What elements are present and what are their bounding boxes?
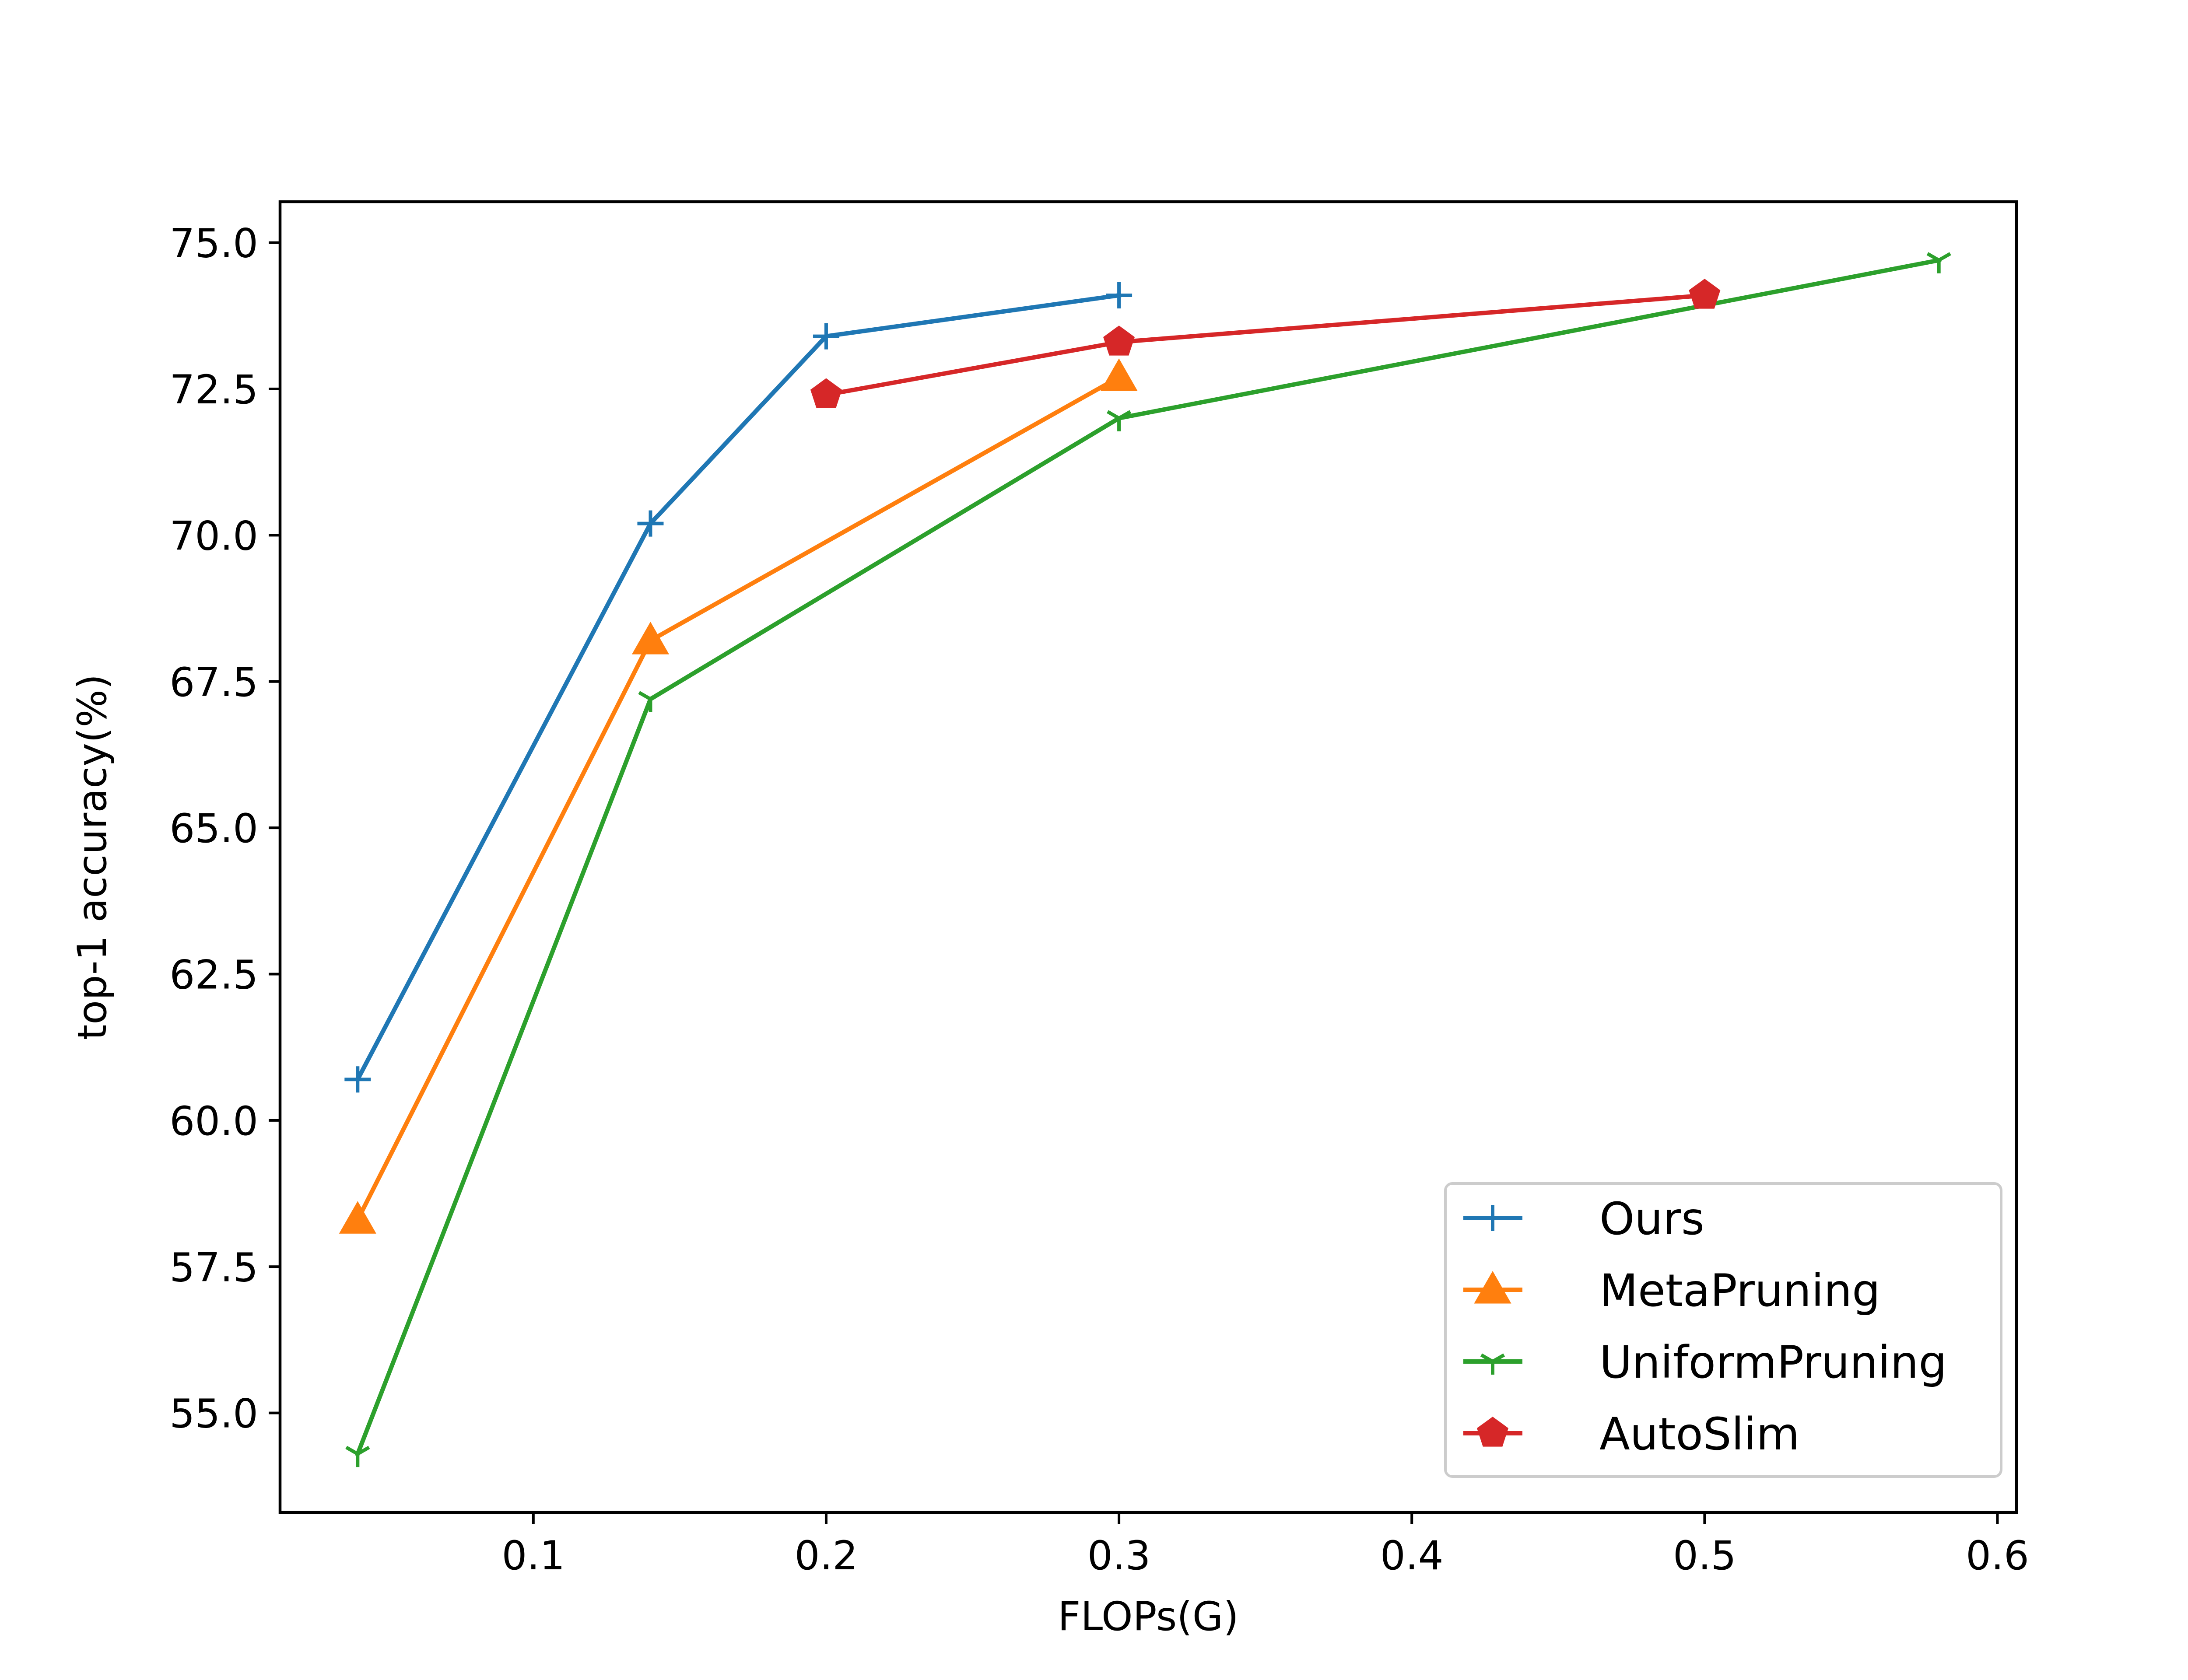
legend-item-metapruning: MetaPruning <box>1463 1265 1880 1317</box>
data-point <box>638 691 663 712</box>
y-tick-label: 67.5 <box>169 660 258 706</box>
legend-label: Ours <box>1599 1193 1704 1245</box>
x-tick-label: 0.1 <box>501 1533 565 1579</box>
data-point <box>813 323 839 350</box>
series-ours <box>344 282 1133 1093</box>
data-point <box>344 1066 371 1093</box>
legend-label: MetaPruning <box>1599 1265 1880 1317</box>
legend-marker <box>1480 1353 1505 1375</box>
x-axis-label: FLOPs(G) <box>1058 1594 1239 1640</box>
series-uniformpruning <box>345 252 1951 1467</box>
legend-marker <box>1477 1417 1508 1447</box>
legend-marker <box>1474 1270 1511 1304</box>
data-point <box>637 510 664 537</box>
data-point <box>1106 410 1132 431</box>
data-point <box>345 1446 370 1467</box>
y-tick-label: 60.0 <box>169 1099 258 1144</box>
legend-item-uniformpruning: UniformPruning <box>1463 1337 1947 1389</box>
y-tick-label: 55.0 <box>169 1391 258 1437</box>
data-point <box>1106 282 1133 308</box>
legend-box <box>1444 1182 2002 1478</box>
series-layer <box>339 252 1951 1467</box>
x-tick-label: 0.2 <box>795 1533 858 1579</box>
series-autoslim <box>810 279 1721 408</box>
y-tick-label: 57.5 <box>169 1245 258 1291</box>
data-point <box>810 378 842 408</box>
x-tick-label: 0.5 <box>1673 1533 1736 1579</box>
x-tick-label: 0.6 <box>1966 1533 2029 1579</box>
data-point <box>1100 358 1138 391</box>
legend-item-ours: Ours <box>1463 1193 1704 1245</box>
data-point <box>1689 279 1721 309</box>
data-point <box>1103 326 1135 356</box>
data-point <box>631 622 670 654</box>
series-line <box>354 293 1122 1082</box>
x-tick-label: 0.3 <box>1087 1533 1151 1579</box>
data-point <box>339 1201 376 1234</box>
legend-label: UniformPruning <box>1599 1337 1947 1389</box>
plot-frame <box>278 200 2018 1514</box>
y-tick-label: 62.5 <box>169 952 258 998</box>
y-axis-label: top-1 accuracy(%) <box>70 674 116 1040</box>
y-tick-label: 65.0 <box>169 806 258 852</box>
legend: Ours MetaPruning UniformPruning AutoSlim <box>1444 1182 2002 1478</box>
legend-item-autoslim: AutoSlim <box>1463 1408 1800 1460</box>
series-metapruning <box>339 358 1138 1234</box>
series-line <box>354 257 1942 1457</box>
legend-label: AutoSlim <box>1599 1408 1800 1460</box>
y-tick-label: 70.0 <box>169 513 258 559</box>
y-axis: 55.0 57.5 60.0 62.5 65.0 67.5 70.0 72.5 75.0 <box>169 221 280 1437</box>
y-tick-label: 75.0 <box>169 221 258 267</box>
x-axis: 0.1 0.2 0.3 0.4 0.5 0.6 <box>501 1512 2029 1579</box>
data-point <box>1926 252 1951 273</box>
legend-marker <box>1480 1205 1506 1231</box>
y-tick-label: 72.5 <box>169 367 258 413</box>
x-tick-label: 0.4 <box>1380 1533 1444 1579</box>
